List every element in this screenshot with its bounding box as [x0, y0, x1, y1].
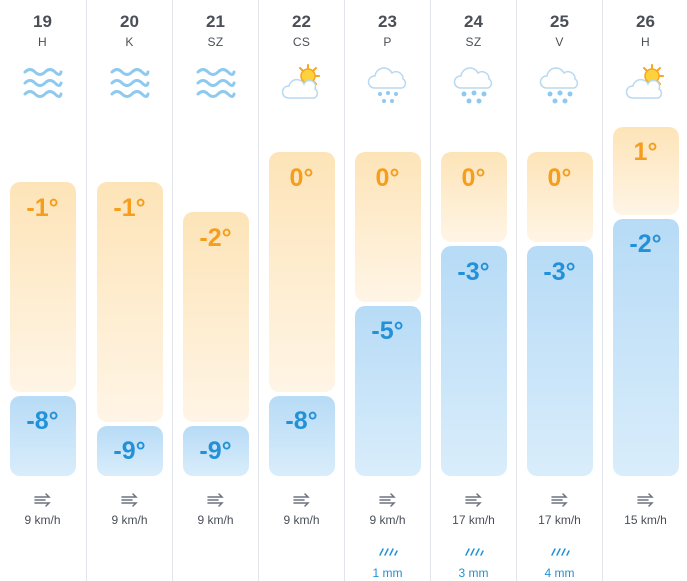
wind-direction-icon	[292, 493, 310, 507]
day-date: 25	[550, 12, 569, 31]
day-column-22[interactable]: 22 CS 0° -8° 9 km/h	[258, 0, 344, 581]
wind-speed: 17 km/h	[452, 513, 495, 527]
wind-speed: 15 km/h	[624, 513, 667, 527]
min-temp-bar	[440, 246, 507, 476]
precipitation-amount: 4 mm	[544, 566, 575, 580]
wind-direction-icon	[378, 493, 396, 507]
day-column-20[interactable]: 20 K -1° -9° 9 km/h	[86, 0, 172, 581]
wind-direction-icon	[33, 493, 51, 507]
wind-speed: 9 km/h	[24, 513, 61, 527]
day-column-25[interactable]: 25 V 0° -3° 17 km/h 4 mm	[516, 0, 602, 581]
max-temp-bar	[612, 127, 679, 215]
day-date: 21	[206, 12, 225, 31]
wind-speed: 9 km/h	[111, 513, 148, 527]
day-date: 23	[378, 12, 397, 31]
min-temp: -9°	[199, 437, 232, 465]
max-temp-bar	[440, 152, 507, 242]
max-temp: -1°	[113, 194, 146, 222]
wind-direction-icon	[550, 493, 568, 507]
max-temp-bar	[182, 212, 249, 422]
snow-icon	[367, 67, 406, 103]
snow-icon	[453, 67, 492, 104]
day-date: 22	[292, 12, 311, 31]
snow-icon	[539, 67, 578, 104]
min-temp-bar	[9, 396, 76, 476]
partly-cloudy-icon	[625, 64, 664, 99]
precipitation-icon	[550, 548, 570, 556]
day-of-week: K	[125, 35, 134, 49]
wind-icon	[110, 68, 149, 98]
day-column-24[interactable]: 24 SZ 0° -3° 17 km/h 3 mm	[430, 0, 516, 581]
day-of-week: SZ	[465, 35, 482, 49]
max-temp: 0°	[375, 164, 400, 192]
partly-cloudy-icon	[281, 64, 320, 99]
min-temp: -9°	[113, 437, 146, 465]
max-temp-bar	[526, 152, 593, 242]
day-date: 19	[33, 12, 52, 31]
wind-direction-icon	[120, 493, 138, 507]
day-column-21[interactable]: 21 SZ -2° -9° 9 km/h	[172, 0, 258, 581]
wind-direction-icon	[206, 493, 224, 507]
min-temp: -2°	[629, 230, 662, 258]
wind-icon	[23, 68, 62, 98]
max-temp-bar	[9, 182, 76, 392]
max-temp-bar	[96, 182, 163, 422]
day-of-week: SZ	[207, 35, 224, 49]
day-of-week: H	[38, 35, 47, 49]
day-column-19[interactable]: 19 H -1° -8° 9 km/h	[0, 0, 85, 581]
min-temp: -3°	[543, 258, 576, 286]
wind-direction-icon	[464, 493, 482, 507]
min-temp-bar	[96, 426, 163, 476]
wind-direction-icon	[636, 493, 654, 507]
max-temp: -1°	[26, 194, 59, 222]
day-date: 20	[120, 12, 139, 31]
wind-speed: 9 km/h	[197, 513, 234, 527]
max-temp: -2°	[199, 224, 232, 252]
wind-speed: 9 km/h	[369, 513, 406, 527]
precipitation-icon	[378, 548, 398, 556]
day-date: 24	[464, 12, 483, 31]
min-temp: -8°	[285, 407, 318, 435]
day-of-week: V	[555, 35, 564, 49]
max-temp: 1°	[633, 138, 658, 166]
precipitation-amount: 1 mm	[372, 566, 403, 580]
min-temp: -5°	[371, 317, 404, 345]
min-temp-bar	[354, 306, 421, 476]
precipitation-amount: 3 mm	[458, 566, 489, 580]
max-temp: 0°	[289, 164, 314, 192]
max-temp: 0°	[461, 164, 486, 192]
precipitation-icon	[464, 548, 484, 556]
max-temp-bar	[354, 152, 421, 302]
min-temp-bar	[182, 426, 249, 476]
day-date: 26	[636, 12, 655, 31]
wind-speed: 17 km/h	[538, 513, 581, 527]
wind-icon	[196, 68, 235, 98]
day-of-week: H	[641, 35, 650, 49]
day-column-23[interactable]: 23 P 0° -5° 9 km/h 1 mm	[344, 0, 430, 581]
min-temp-bar	[612, 219, 679, 476]
wind-speed: 9 km/h	[283, 513, 320, 527]
day-column-26[interactable]: 26 H 1° -2° 15 km/h	[602, 0, 687, 581]
day-of-week: P	[383, 35, 392, 49]
max-temp-bar	[268, 152, 335, 392]
min-temp: -8°	[26, 407, 59, 435]
day-of-week: CS	[292, 35, 311, 49]
min-temp-bar	[526, 246, 593, 476]
max-temp: 0°	[547, 164, 572, 192]
min-temp: -3°	[457, 258, 490, 286]
min-temp-bar	[268, 396, 335, 476]
